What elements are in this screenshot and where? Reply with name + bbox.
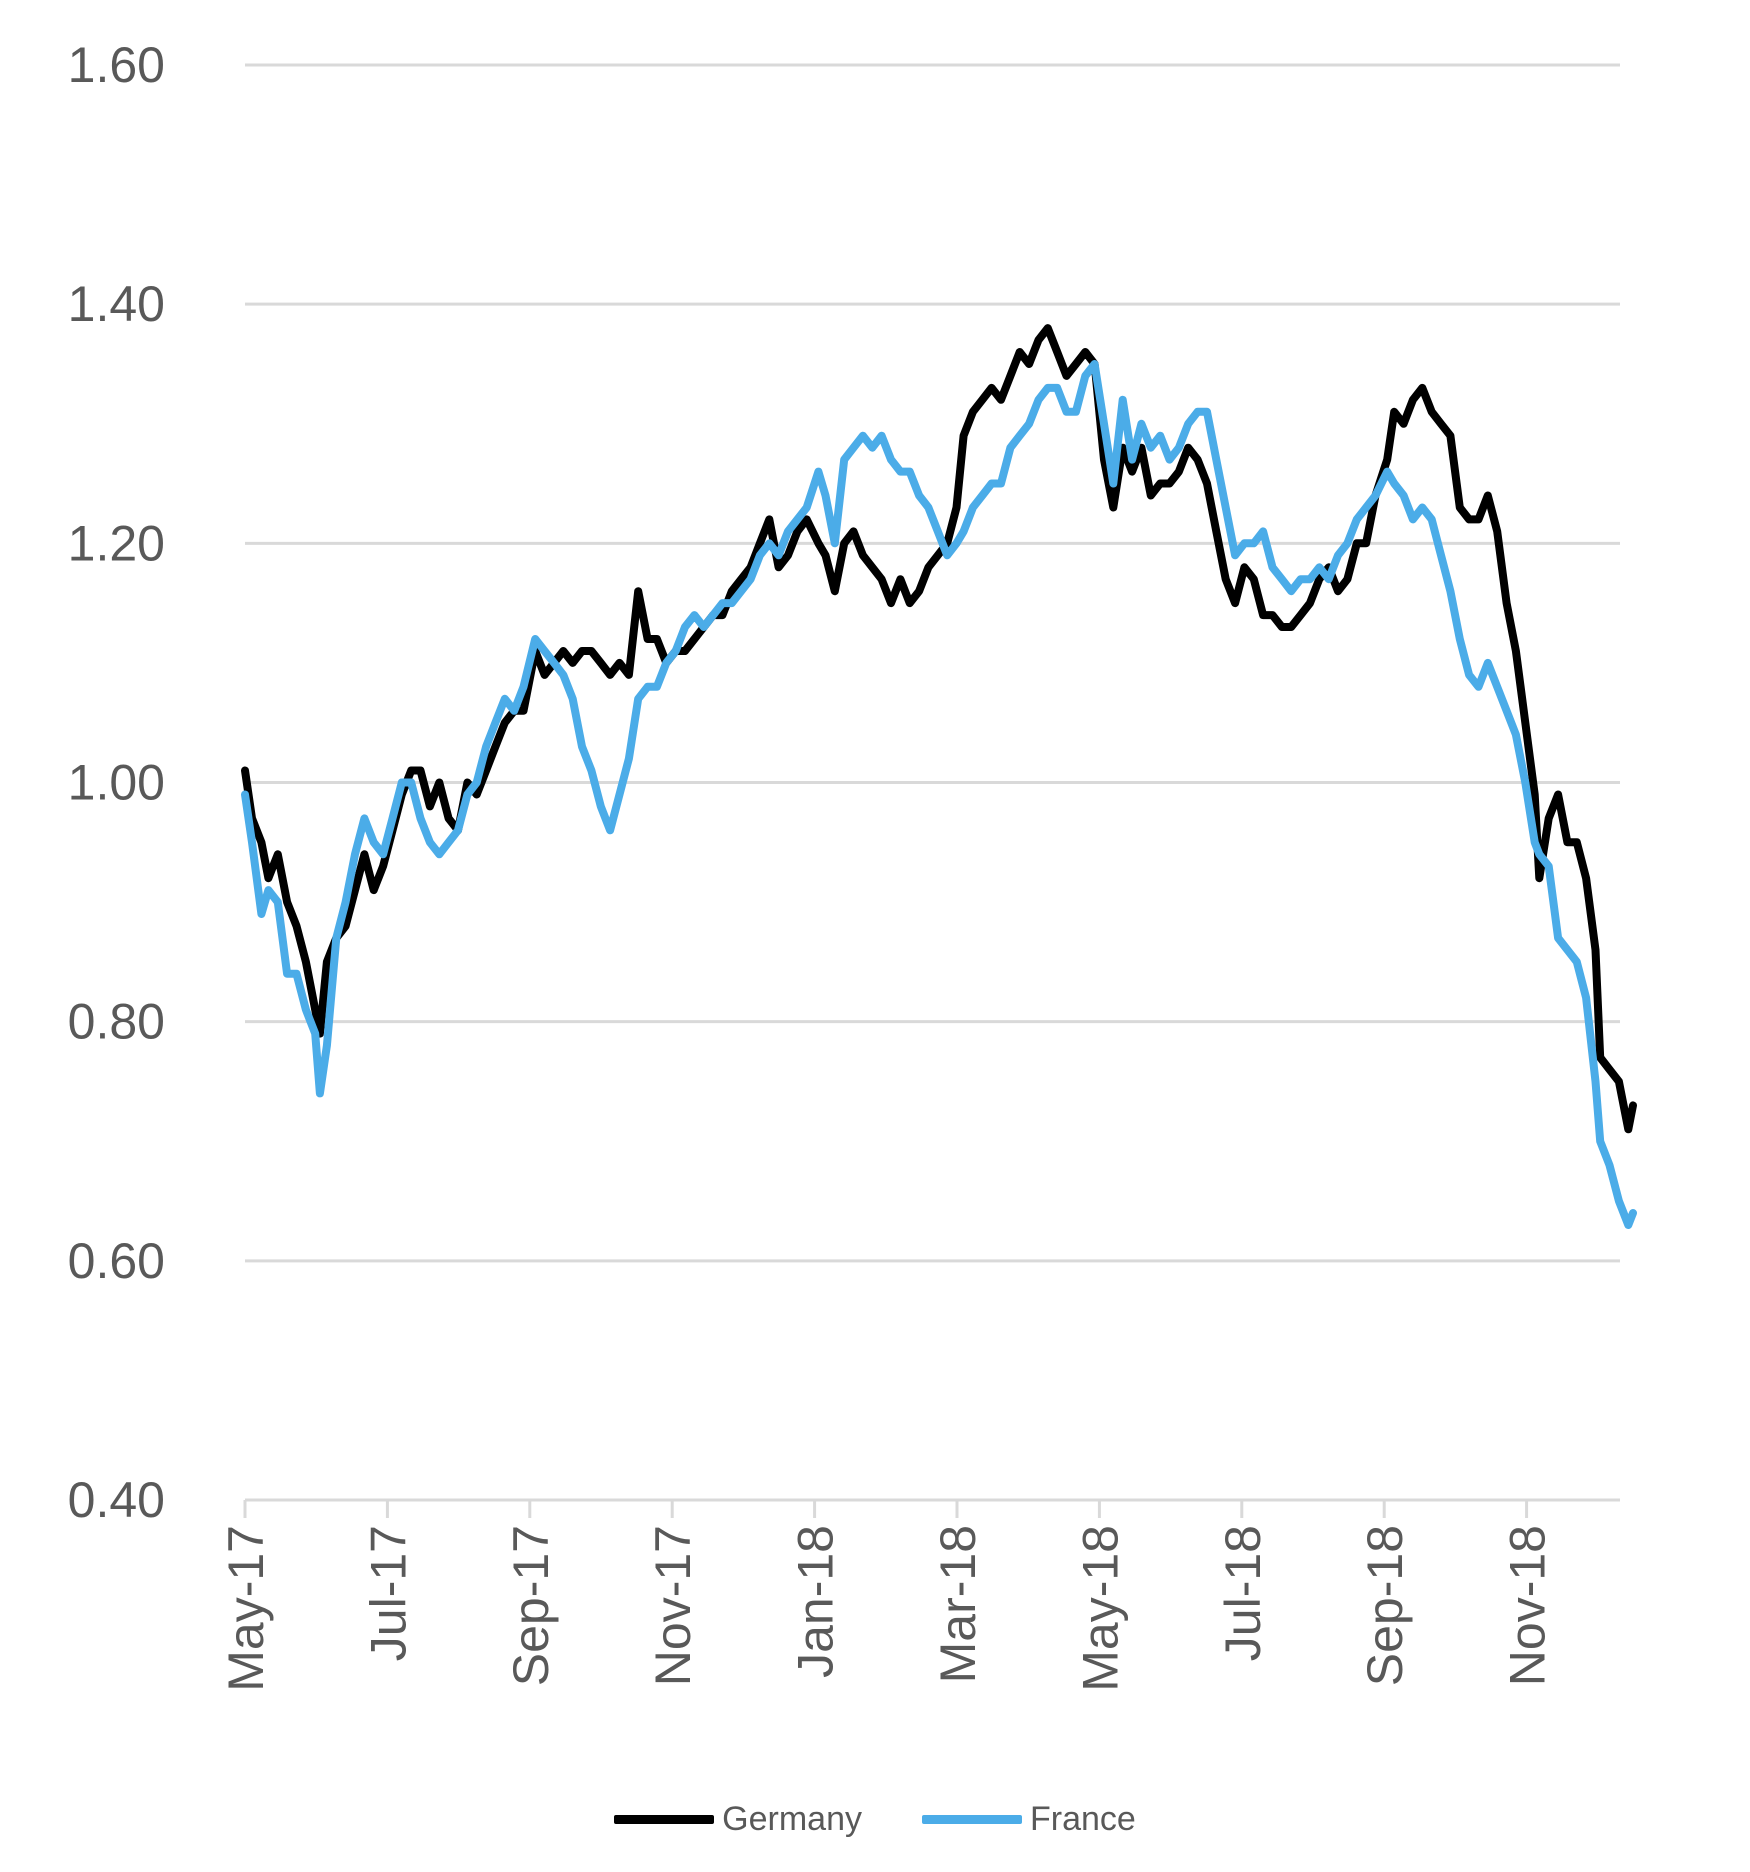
series-lines — [241, 324, 1637, 1229]
legend-label-france: France — [1030, 1800, 1136, 1838]
y-axis-tick-labels: 1.60 1.40 1.20 1.00 0.80 0.60 0.40 — [68, 37, 165, 1528]
x-tick-label: Jul-17 — [360, 1525, 416, 1661]
series-line-germany — [241, 324, 1637, 1134]
legend-swatch-france — [922, 1815, 1022, 1824]
y-tick-label: 0.80 — [68, 994, 165, 1050]
gridlines — [245, 63, 1620, 1263]
legend-item-germany: Germany — [614, 1800, 862, 1839]
x-tick-label: Sep-17 — [503, 1525, 559, 1686]
x-tick-label: Sep-18 — [1357, 1525, 1413, 1686]
x-tick-label: Jan-18 — [788, 1525, 844, 1678]
x-axis-tick-labels: May-17 Jul-17 Sep-17 Nov-17 Jan-18 Mar-18 May-… — [218, 1525, 1556, 1692]
y-tick-label: 1.00 — [68, 755, 165, 811]
legend-label-germany: Germany — [722, 1800, 862, 1838]
legend-item-france: France — [922, 1800, 1136, 1839]
y-tick-label: 0.40 — [68, 1472, 165, 1528]
x-tick-label: Nov-17 — [645, 1525, 701, 1686]
x-tick-label: Mar-18 — [930, 1525, 986, 1683]
x-tick-label: Nov-18 — [1500, 1525, 1556, 1686]
y-tick-label: 1.40 — [68, 276, 165, 332]
y-tick-label: 1.20 — [68, 515, 165, 571]
y-tick-label: 1.60 — [68, 37, 165, 93]
x-tick-label: May-18 — [1072, 1525, 1128, 1692]
x-axis — [243, 1498, 1620, 1518]
series-line-france — [241, 360, 1637, 1229]
legend: Germany France — [0, 1800, 1750, 1839]
x-tick-label: Jul-18 — [1215, 1525, 1271, 1661]
y-tick-label: 0.60 — [68, 1233, 165, 1289]
x-tick-label: May-17 — [218, 1525, 274, 1692]
legend-swatch-germany — [614, 1815, 715, 1824]
